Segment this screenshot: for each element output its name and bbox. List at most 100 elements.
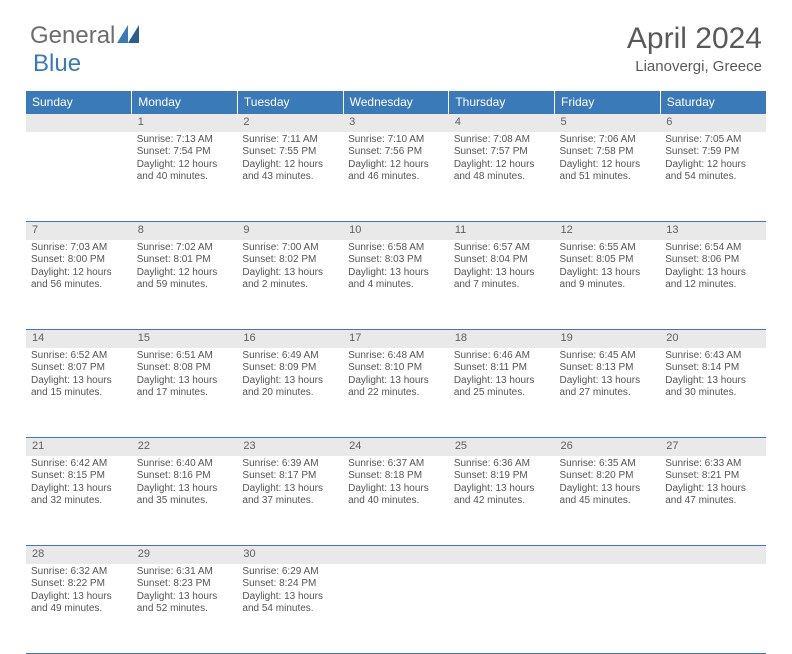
- sunset-text: Sunset: 8:03 PM: [348, 254, 444, 267]
- day-number-cell: [449, 546, 555, 564]
- daynum-row: 123456: [26, 114, 766, 132]
- day-number-cell: 7: [26, 222, 132, 240]
- sunrise-text: Sunrise: 6:45 AM: [560, 350, 656, 363]
- day-number-cell: 28: [26, 546, 132, 564]
- flag-icon: [117, 25, 139, 48]
- day-number: 5: [555, 114, 661, 130]
- col-sunday: Sunday: [26, 91, 132, 114]
- sunset-text: Sunset: 8:15 PM: [31, 470, 127, 483]
- sunset-text: Sunset: 7:56 PM: [348, 146, 444, 159]
- day-number: 10: [343, 222, 449, 238]
- sunset-text: Sunset: 8:00 PM: [31, 254, 127, 267]
- daylight-text: Daylight: 12 hours and 40 minutes.: [137, 159, 233, 184]
- daylight-text: Daylight: 12 hours and 43 minutes.: [242, 159, 338, 184]
- day-cell: Sunrise: 6:42 AMSunset: 8:15 PMDaylight:…: [26, 456, 132, 546]
- sunrise-text: Sunrise: 6:57 AM: [454, 242, 550, 255]
- day-number: 7: [26, 222, 132, 238]
- day-number-cell: [660, 546, 766, 564]
- weekday-header-row: Sunday Monday Tuesday Wednesday Thursday…: [26, 91, 766, 114]
- day-number-cell: 25: [449, 438, 555, 456]
- daylight-text: Daylight: 13 hours and 4 minutes.: [348, 267, 444, 292]
- day-cell: Sunrise: 6:36 AMSunset: 8:19 PMDaylight:…: [449, 456, 555, 546]
- sunset-text: Sunset: 8:17 PM: [242, 470, 338, 483]
- col-thursday: Thursday: [449, 91, 555, 114]
- sunrise-text: Sunrise: 6:48 AM: [348, 350, 444, 363]
- day-number-cell: 21: [26, 438, 132, 456]
- day-number-cell: 6: [660, 114, 766, 132]
- daylight-text: Daylight: 13 hours and 35 minutes.: [137, 483, 233, 508]
- daylight-text: Daylight: 13 hours and 12 minutes.: [665, 267, 761, 292]
- day-cell: Sunrise: 7:11 AMSunset: 7:55 PMDaylight:…: [237, 132, 343, 222]
- daylight-text: Daylight: 12 hours and 46 minutes.: [348, 159, 444, 184]
- sunrise-text: Sunrise: 6:29 AM: [242, 566, 338, 579]
- day-cell: Sunrise: 6:45 AMSunset: 8:13 PMDaylight:…: [555, 348, 661, 438]
- day-cell: Sunrise: 6:49 AMSunset: 8:09 PMDaylight:…: [237, 348, 343, 438]
- day-number: 25: [449, 438, 555, 454]
- day-number: 30: [237, 546, 343, 562]
- day-cell: Sunrise: 6:39 AMSunset: 8:17 PMDaylight:…: [237, 456, 343, 546]
- day-number-cell: 10: [343, 222, 449, 240]
- sunset-text: Sunset: 8:10 PM: [348, 362, 444, 375]
- day-number-cell: 24: [343, 438, 449, 456]
- day-number-cell: 17: [343, 330, 449, 348]
- day-number-cell: 22: [132, 438, 238, 456]
- daylight-text: Daylight: 13 hours and 37 minutes.: [242, 483, 338, 508]
- daynum-row: 282930: [26, 546, 766, 564]
- sunrise-text: Sunrise: 6:39 AM: [242, 458, 338, 471]
- day-number: [449, 546, 555, 550]
- sunset-text: Sunset: 8:18 PM: [348, 470, 444, 483]
- day-number-cell: 5: [555, 114, 661, 132]
- col-tuesday: Tuesday: [237, 91, 343, 114]
- daylight-text: Daylight: 12 hours and 56 minutes.: [31, 267, 127, 292]
- sunset-text: Sunset: 8:24 PM: [242, 578, 338, 591]
- day-cell: Sunrise: 7:02 AMSunset: 8:01 PMDaylight:…: [132, 240, 238, 330]
- day-number: 24: [343, 438, 449, 454]
- daynum-row: 78910111213: [26, 222, 766, 240]
- day-number: 14: [26, 330, 132, 346]
- col-friday: Friday: [555, 91, 661, 114]
- day-number-cell: 16: [237, 330, 343, 348]
- sunset-text: Sunset: 8:23 PM: [137, 578, 233, 591]
- day-number: 13: [660, 222, 766, 238]
- day-number: 27: [660, 438, 766, 454]
- day-number-cell: 14: [26, 330, 132, 348]
- day-number: 6: [660, 114, 766, 130]
- col-monday: Monday: [132, 91, 238, 114]
- day-number-cell: 4: [449, 114, 555, 132]
- sunrise-text: Sunrise: 7:02 AM: [137, 242, 233, 255]
- day-number: 18: [449, 330, 555, 346]
- day-cell: Sunrise: 7:00 AMSunset: 8:02 PMDaylight:…: [237, 240, 343, 330]
- day-number: 20: [660, 330, 766, 346]
- day-cell: Sunrise: 7:05 AMSunset: 7:59 PMDaylight:…: [660, 132, 766, 222]
- day-number: 21: [26, 438, 132, 454]
- day-number-cell: 18: [449, 330, 555, 348]
- sunset-text: Sunset: 7:57 PM: [454, 146, 550, 159]
- day-number: 11: [449, 222, 555, 238]
- sunset-text: Sunset: 8:05 PM: [560, 254, 656, 267]
- sunrise-text: Sunrise: 6:51 AM: [137, 350, 233, 363]
- day-number: 22: [132, 438, 238, 454]
- day-number: 28: [26, 546, 132, 562]
- sunset-text: Sunset: 7:54 PM: [137, 146, 233, 159]
- day-cell: Sunrise: 6:40 AMSunset: 8:16 PMDaylight:…: [132, 456, 238, 546]
- sunrise-text: Sunrise: 6:49 AM: [242, 350, 338, 363]
- day-cell: Sunrise: 6:58 AMSunset: 8:03 PMDaylight:…: [343, 240, 449, 330]
- sunrise-text: Sunrise: 6:32 AM: [31, 566, 127, 579]
- sunrise-text: Sunrise: 7:00 AM: [242, 242, 338, 255]
- day-cell: [26, 132, 132, 222]
- sunrise-text: Sunrise: 6:31 AM: [137, 566, 233, 579]
- day-cell: Sunrise: 6:52 AMSunset: 8:07 PMDaylight:…: [26, 348, 132, 438]
- month-title: April 2024: [627, 22, 762, 56]
- daylight-text: Daylight: 12 hours and 59 minutes.: [137, 267, 233, 292]
- day-number-cell: [26, 114, 132, 132]
- sunrise-text: Sunrise: 6:54 AM: [665, 242, 761, 255]
- daylight-text: Daylight: 13 hours and 2 minutes.: [242, 267, 338, 292]
- daylight-text: Daylight: 13 hours and 9 minutes.: [560, 267, 656, 292]
- daylight-text: Daylight: 13 hours and 40 minutes.: [348, 483, 444, 508]
- daylight-text: Daylight: 12 hours and 51 minutes.: [560, 159, 656, 184]
- week-row: Sunrise: 7:13 AMSunset: 7:54 PMDaylight:…: [26, 132, 766, 222]
- day-cell: Sunrise: 6:57 AMSunset: 8:04 PMDaylight:…: [449, 240, 555, 330]
- sunset-text: Sunset: 8:01 PM: [137, 254, 233, 267]
- day-number-cell: 30: [237, 546, 343, 564]
- sunrise-text: Sunrise: 6:58 AM: [348, 242, 444, 255]
